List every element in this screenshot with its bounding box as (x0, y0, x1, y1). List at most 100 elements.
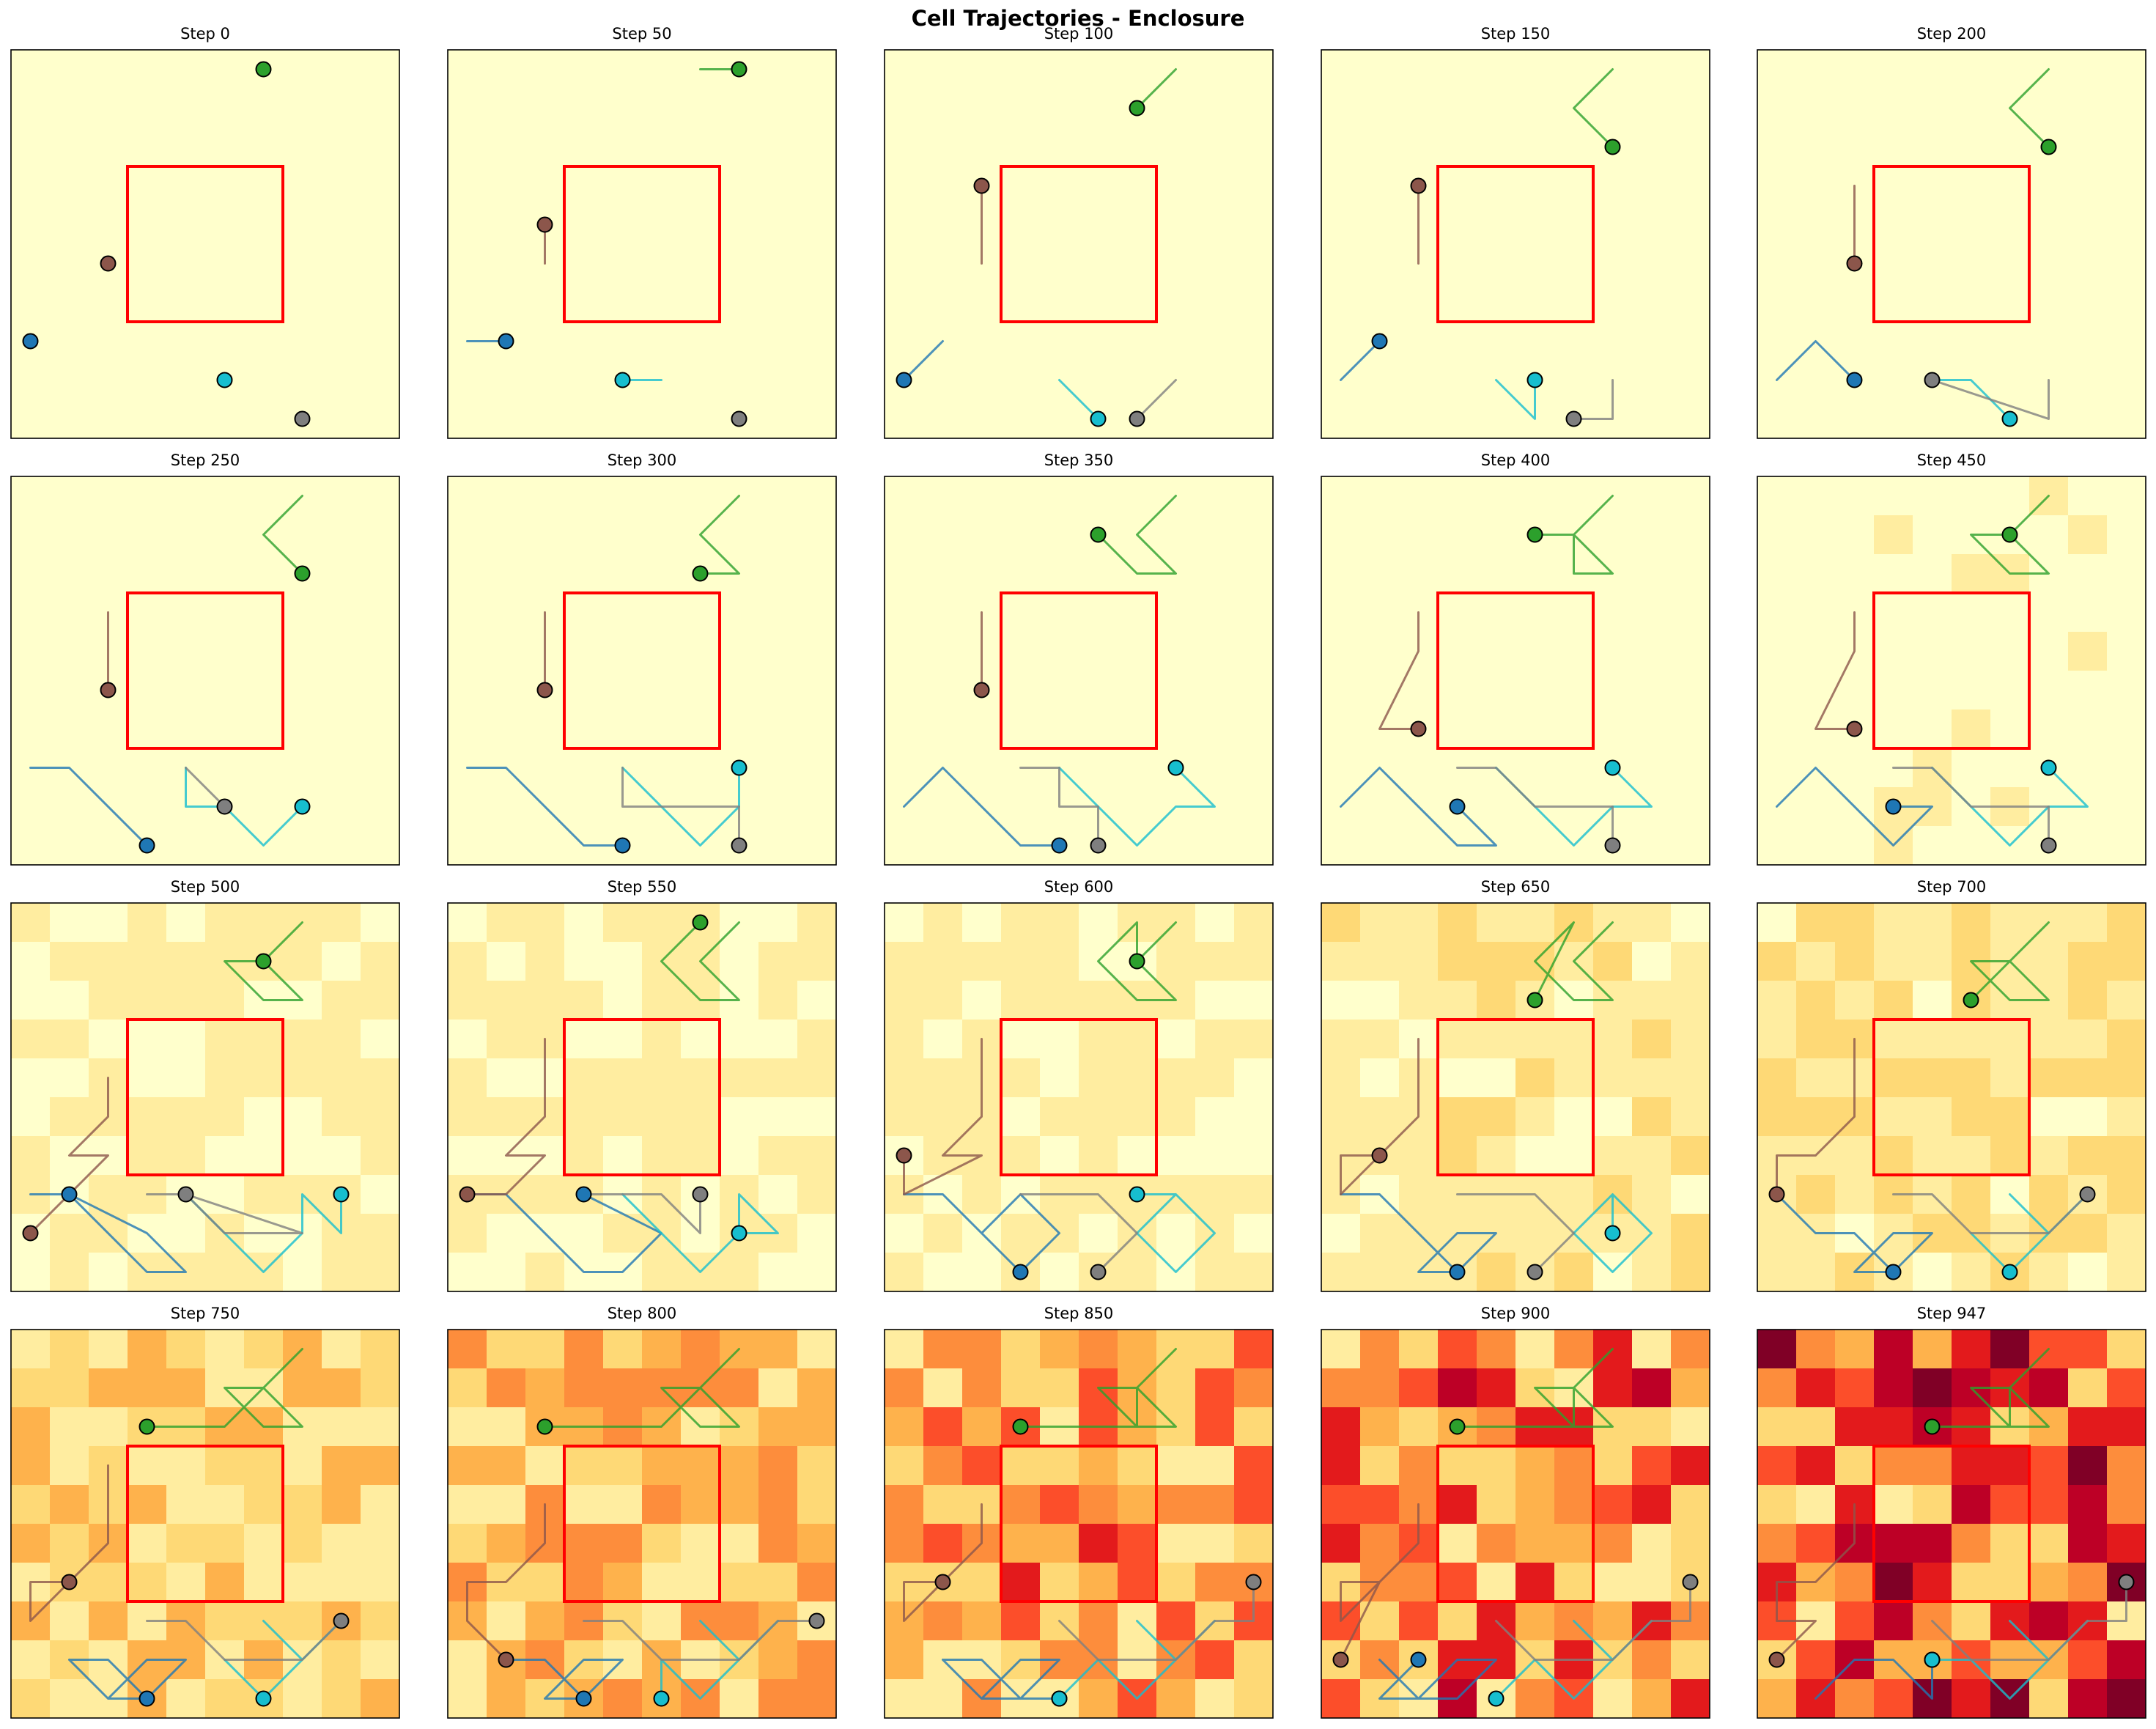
trajectory-green (1970, 921, 2050, 1001)
heat-cell (322, 826, 361, 866)
heat-cell (797, 671, 837, 710)
heat-cell (448, 128, 487, 167)
heat-cell (1913, 671, 1952, 710)
panel-frame (447, 902, 837, 1292)
cell-position-brown (1371, 1147, 1388, 1164)
trajectory-gray (185, 767, 226, 808)
heat-cell (962, 283, 1002, 322)
cell-position-brown (459, 1186, 476, 1203)
heat-cell (1118, 709, 1157, 749)
cell-position-gray (1090, 1264, 1107, 1280)
heat-cell (1554, 748, 1594, 788)
heat-cell (564, 1446, 604, 1486)
heat-cell (487, 1368, 526, 1408)
heat-cell (1321, 709, 1361, 749)
heat-cell (1757, 709, 1797, 749)
heat-cell (1632, 1253, 1672, 1292)
heat-cell (1952, 826, 1991, 866)
heat-cell (923, 1446, 963, 1486)
heat-cell (1632, 399, 1672, 439)
heat-cell (166, 1446, 206, 1486)
heat-cell (603, 205, 643, 245)
heat-cell (642, 1097, 682, 1137)
heat-cell (2107, 942, 2146, 981)
heat-cell (322, 748, 361, 788)
heat-cell (885, 399, 924, 439)
heat-cell (1632, 593, 1672, 633)
heat-cell (448, 1020, 487, 1059)
heat-cell (1952, 1679, 1991, 1719)
heat-cell (205, 826, 245, 866)
heat-cell (2068, 1524, 2108, 1563)
heat-cell (2029, 1679, 2069, 1719)
cell-position-cyan (255, 1690, 272, 1707)
heat-cell (564, 981, 604, 1020)
heat-cell (564, 903, 604, 943)
heat-cell (128, 1368, 167, 1408)
heat-cell (758, 981, 798, 1020)
heat-cell (1554, 671, 1594, 710)
heat-cell (1195, 1136, 1235, 1176)
heat-cell (603, 593, 643, 633)
panel-frame (1321, 902, 1710, 1292)
heat-cell (1671, 1485, 1710, 1525)
heat-cell (166, 632, 206, 671)
heat-cell (1796, 554, 1836, 594)
heat-cell (1438, 1368, 1477, 1408)
heat-cell (1195, 1175, 1235, 1214)
panel (1321, 1329, 1710, 1719)
heat-cell (962, 1253, 1002, 1292)
heat-cell (1001, 903, 1041, 943)
heat-cell (244, 1524, 284, 1563)
heat-cell (283, 1563, 322, 1602)
heat-cell (1118, 671, 1157, 710)
heat-cell (1671, 515, 1710, 555)
heat-cell (642, 1446, 682, 1486)
heat-cell (1477, 1485, 1516, 1525)
cell-position-gray (808, 1612, 825, 1629)
heat-cell (11, 476, 51, 516)
heat-cell (603, 981, 643, 1020)
heat-cell (1234, 515, 1274, 555)
heat-cell (1835, 322, 1875, 361)
heat-cell (1321, 128, 1361, 167)
heat-cell (1554, 244, 1594, 284)
heat-cell (1156, 1368, 1196, 1408)
heat-cell (642, 244, 682, 284)
heat-cell (1118, 50, 1157, 89)
heat-cell (1001, 1524, 1041, 1563)
trajectory-gray (1456, 1193, 1575, 1273)
heat-cell (1195, 515, 1235, 555)
heat-cell (205, 632, 245, 671)
heat-cell (1796, 1097, 1836, 1137)
heat-cell (923, 50, 963, 89)
heat-cell (128, 1097, 167, 1137)
heat-cell (923, 89, 963, 128)
heat-cell (681, 1097, 720, 1137)
heat-cell (1516, 1020, 1555, 1059)
heat-cell (797, 1058, 837, 1098)
heat-cell (758, 283, 798, 322)
heat-cell (11, 593, 51, 633)
heat-cell (525, 709, 565, 749)
heat-cell (322, 89, 361, 128)
heat-cell (1399, 1330, 1439, 1369)
heat-cell (11, 1407, 51, 1447)
heat-cell (758, 361, 798, 400)
heat-cell (1001, 1601, 1041, 1641)
heat-cell (361, 1097, 400, 1137)
heat-cell (50, 709, 89, 749)
heat-cell (1321, 283, 1361, 322)
cell-position-gray (1565, 410, 1582, 427)
heat-cell (1757, 89, 1797, 128)
heat-cell (128, 1020, 167, 1059)
trajectory-blue (1340, 1193, 1497, 1273)
heat-cell (1477, 322, 1516, 361)
heat-cell (1321, 50, 1361, 89)
cell-position-gray (333, 1612, 350, 1629)
heat-cell (962, 748, 1002, 788)
heat-cell (525, 1446, 565, 1486)
heat-cell (642, 1485, 682, 1525)
heat-cell (1438, 1058, 1477, 1098)
